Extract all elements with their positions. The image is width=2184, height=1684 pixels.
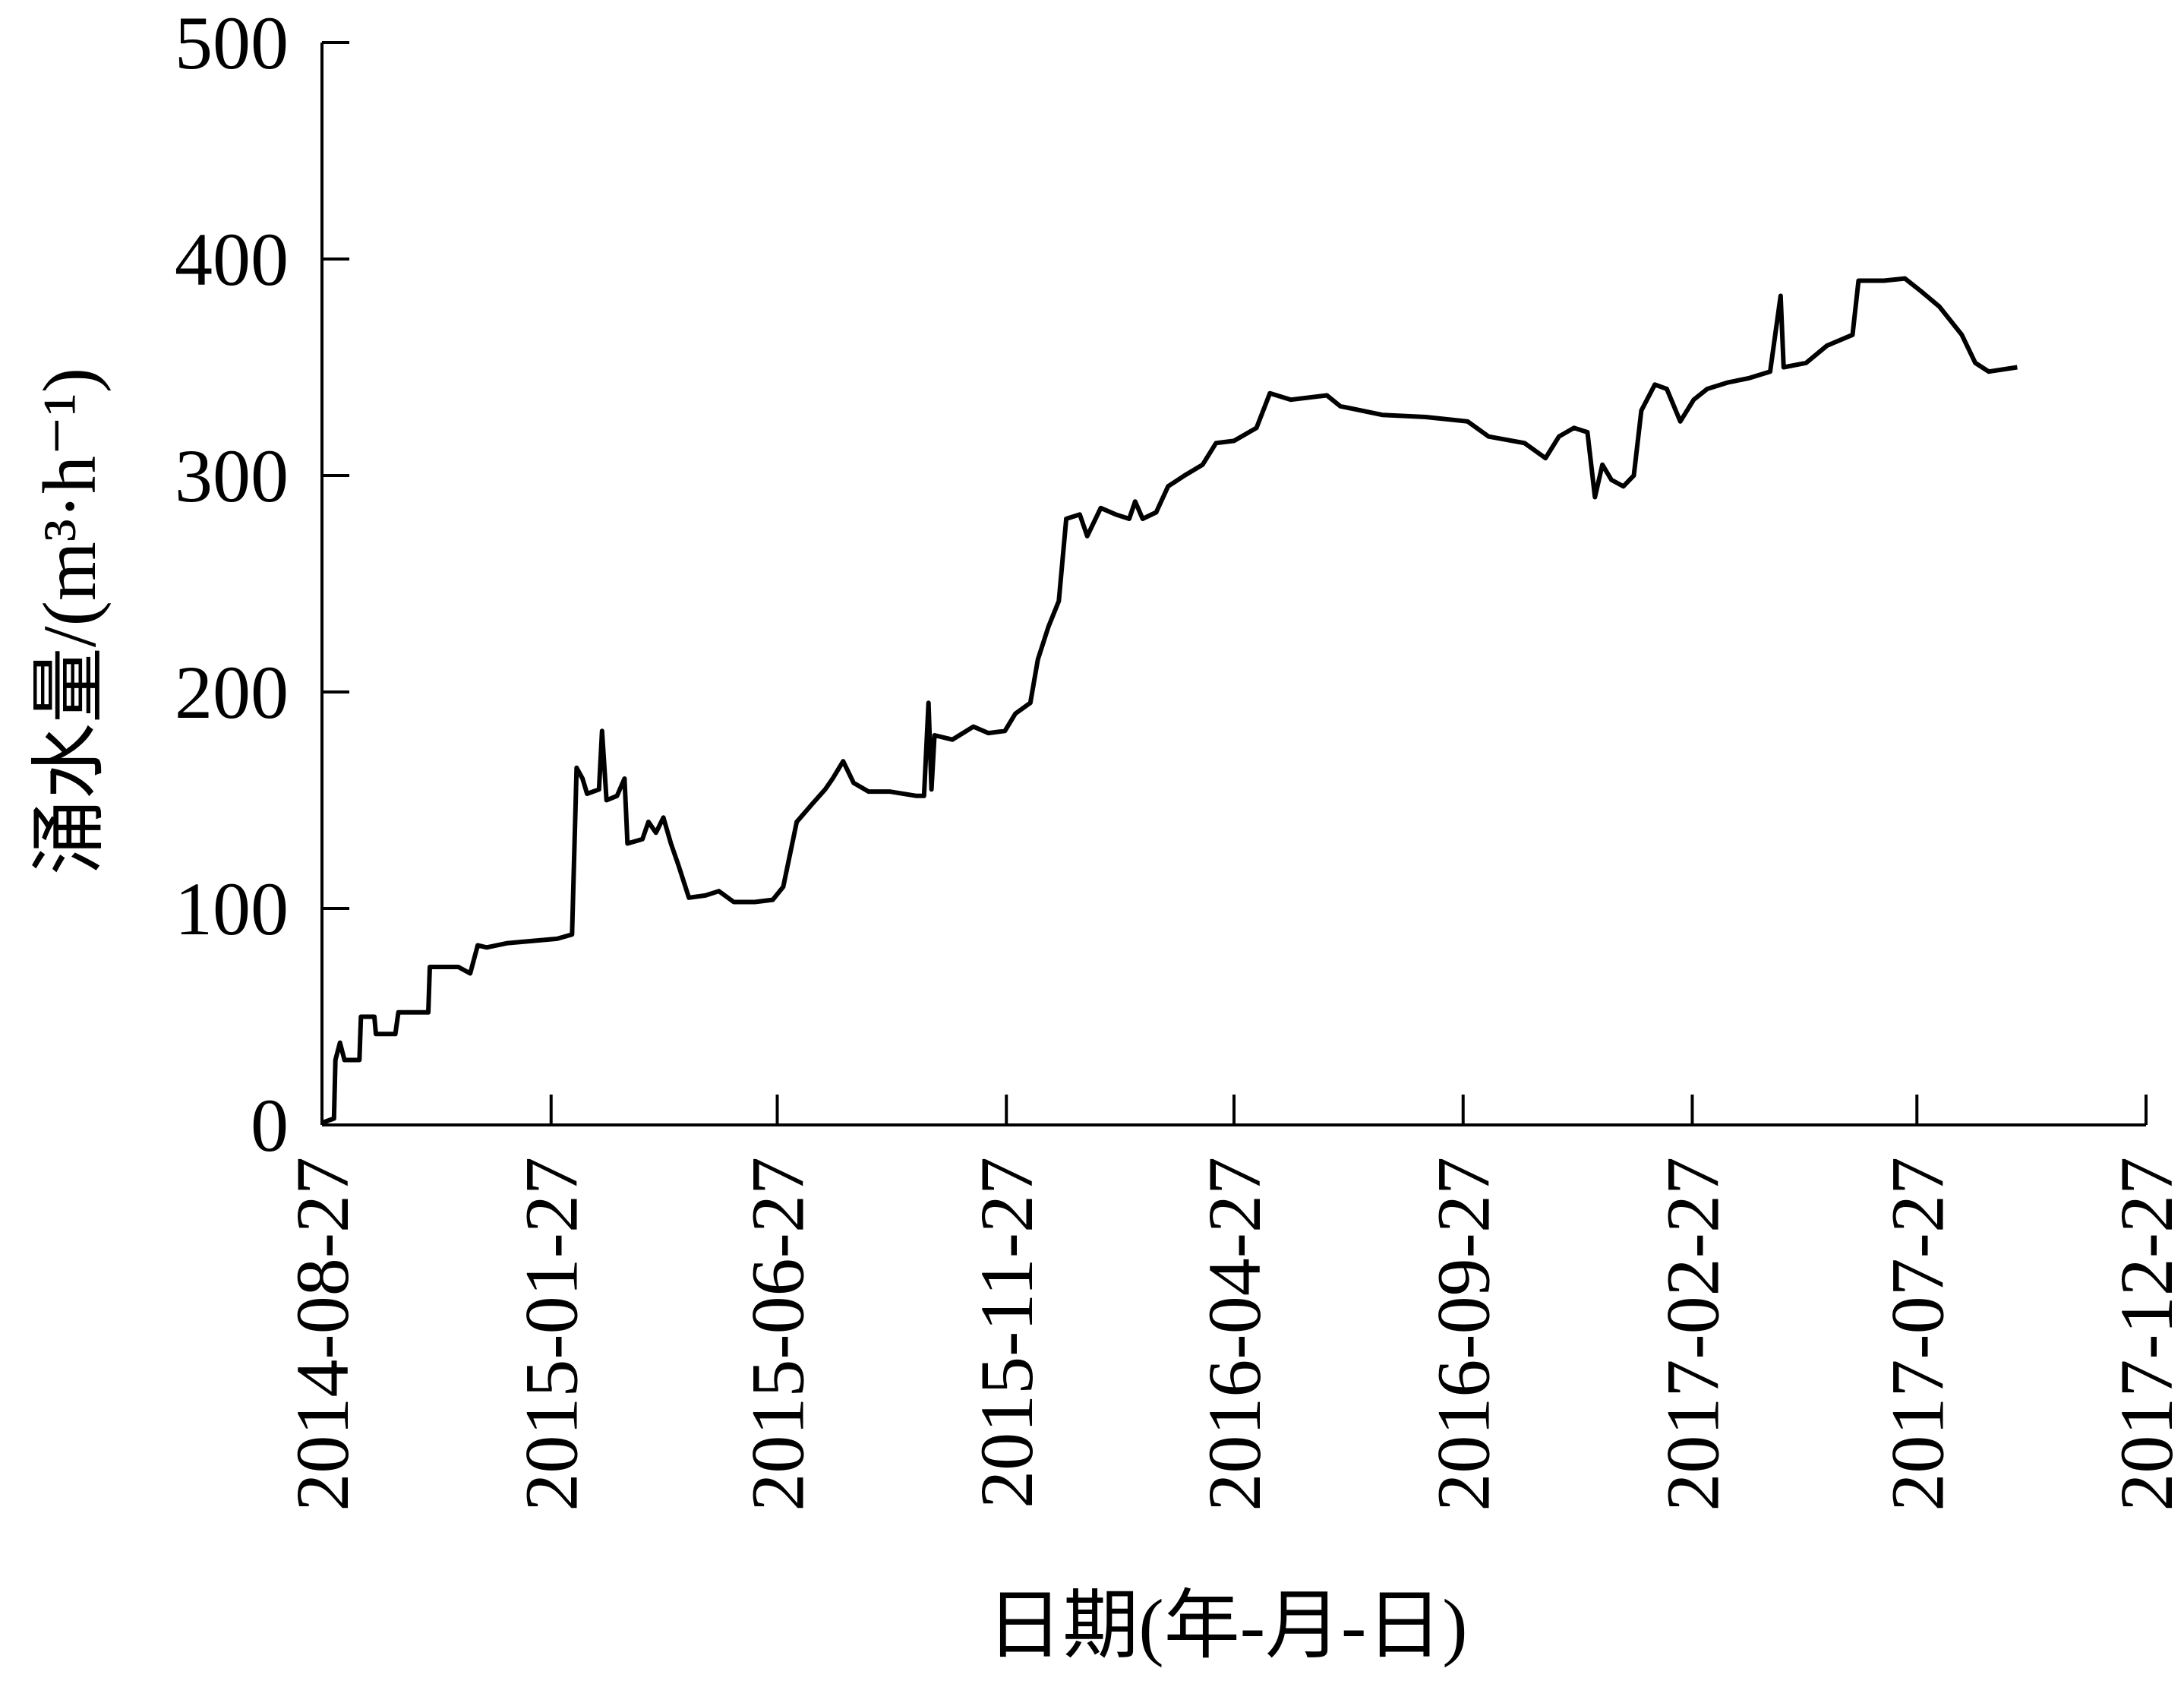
x-tick-label: 2017-02-27 xyxy=(1650,1157,1734,1512)
x-tick-label: 2017-12-27 xyxy=(2104,1157,2184,1512)
y-tick-label: 500 xyxy=(175,1,289,85)
y-axis-label: 涌水量/(m³·h⁻¹) xyxy=(27,368,112,875)
x-tick-label: 2016-04-27 xyxy=(1192,1157,1277,1512)
x-tick-label: 2016-09-27 xyxy=(1422,1157,1506,1512)
y-tick-label: 100 xyxy=(175,867,289,951)
x-tick-label: 2015-11-27 xyxy=(964,1157,1049,1509)
y-tick-label: 400 xyxy=(175,217,289,302)
x-tick-label: 2017-07-27 xyxy=(1875,1157,1959,1512)
x-tick-label: 2014-08-27 xyxy=(280,1157,365,1512)
data-line xyxy=(320,276,2018,1126)
y-tick-label: 200 xyxy=(175,650,289,735)
x-axis-label: 日期(年-月-日) xyxy=(986,1584,1467,1668)
x-tick-label: 2015-06-27 xyxy=(736,1157,820,1512)
y-tick-label: 300 xyxy=(175,434,289,518)
y-tick-label: 0 xyxy=(251,1083,289,1167)
x-tick-label: 2015-01-27 xyxy=(510,1157,594,1512)
